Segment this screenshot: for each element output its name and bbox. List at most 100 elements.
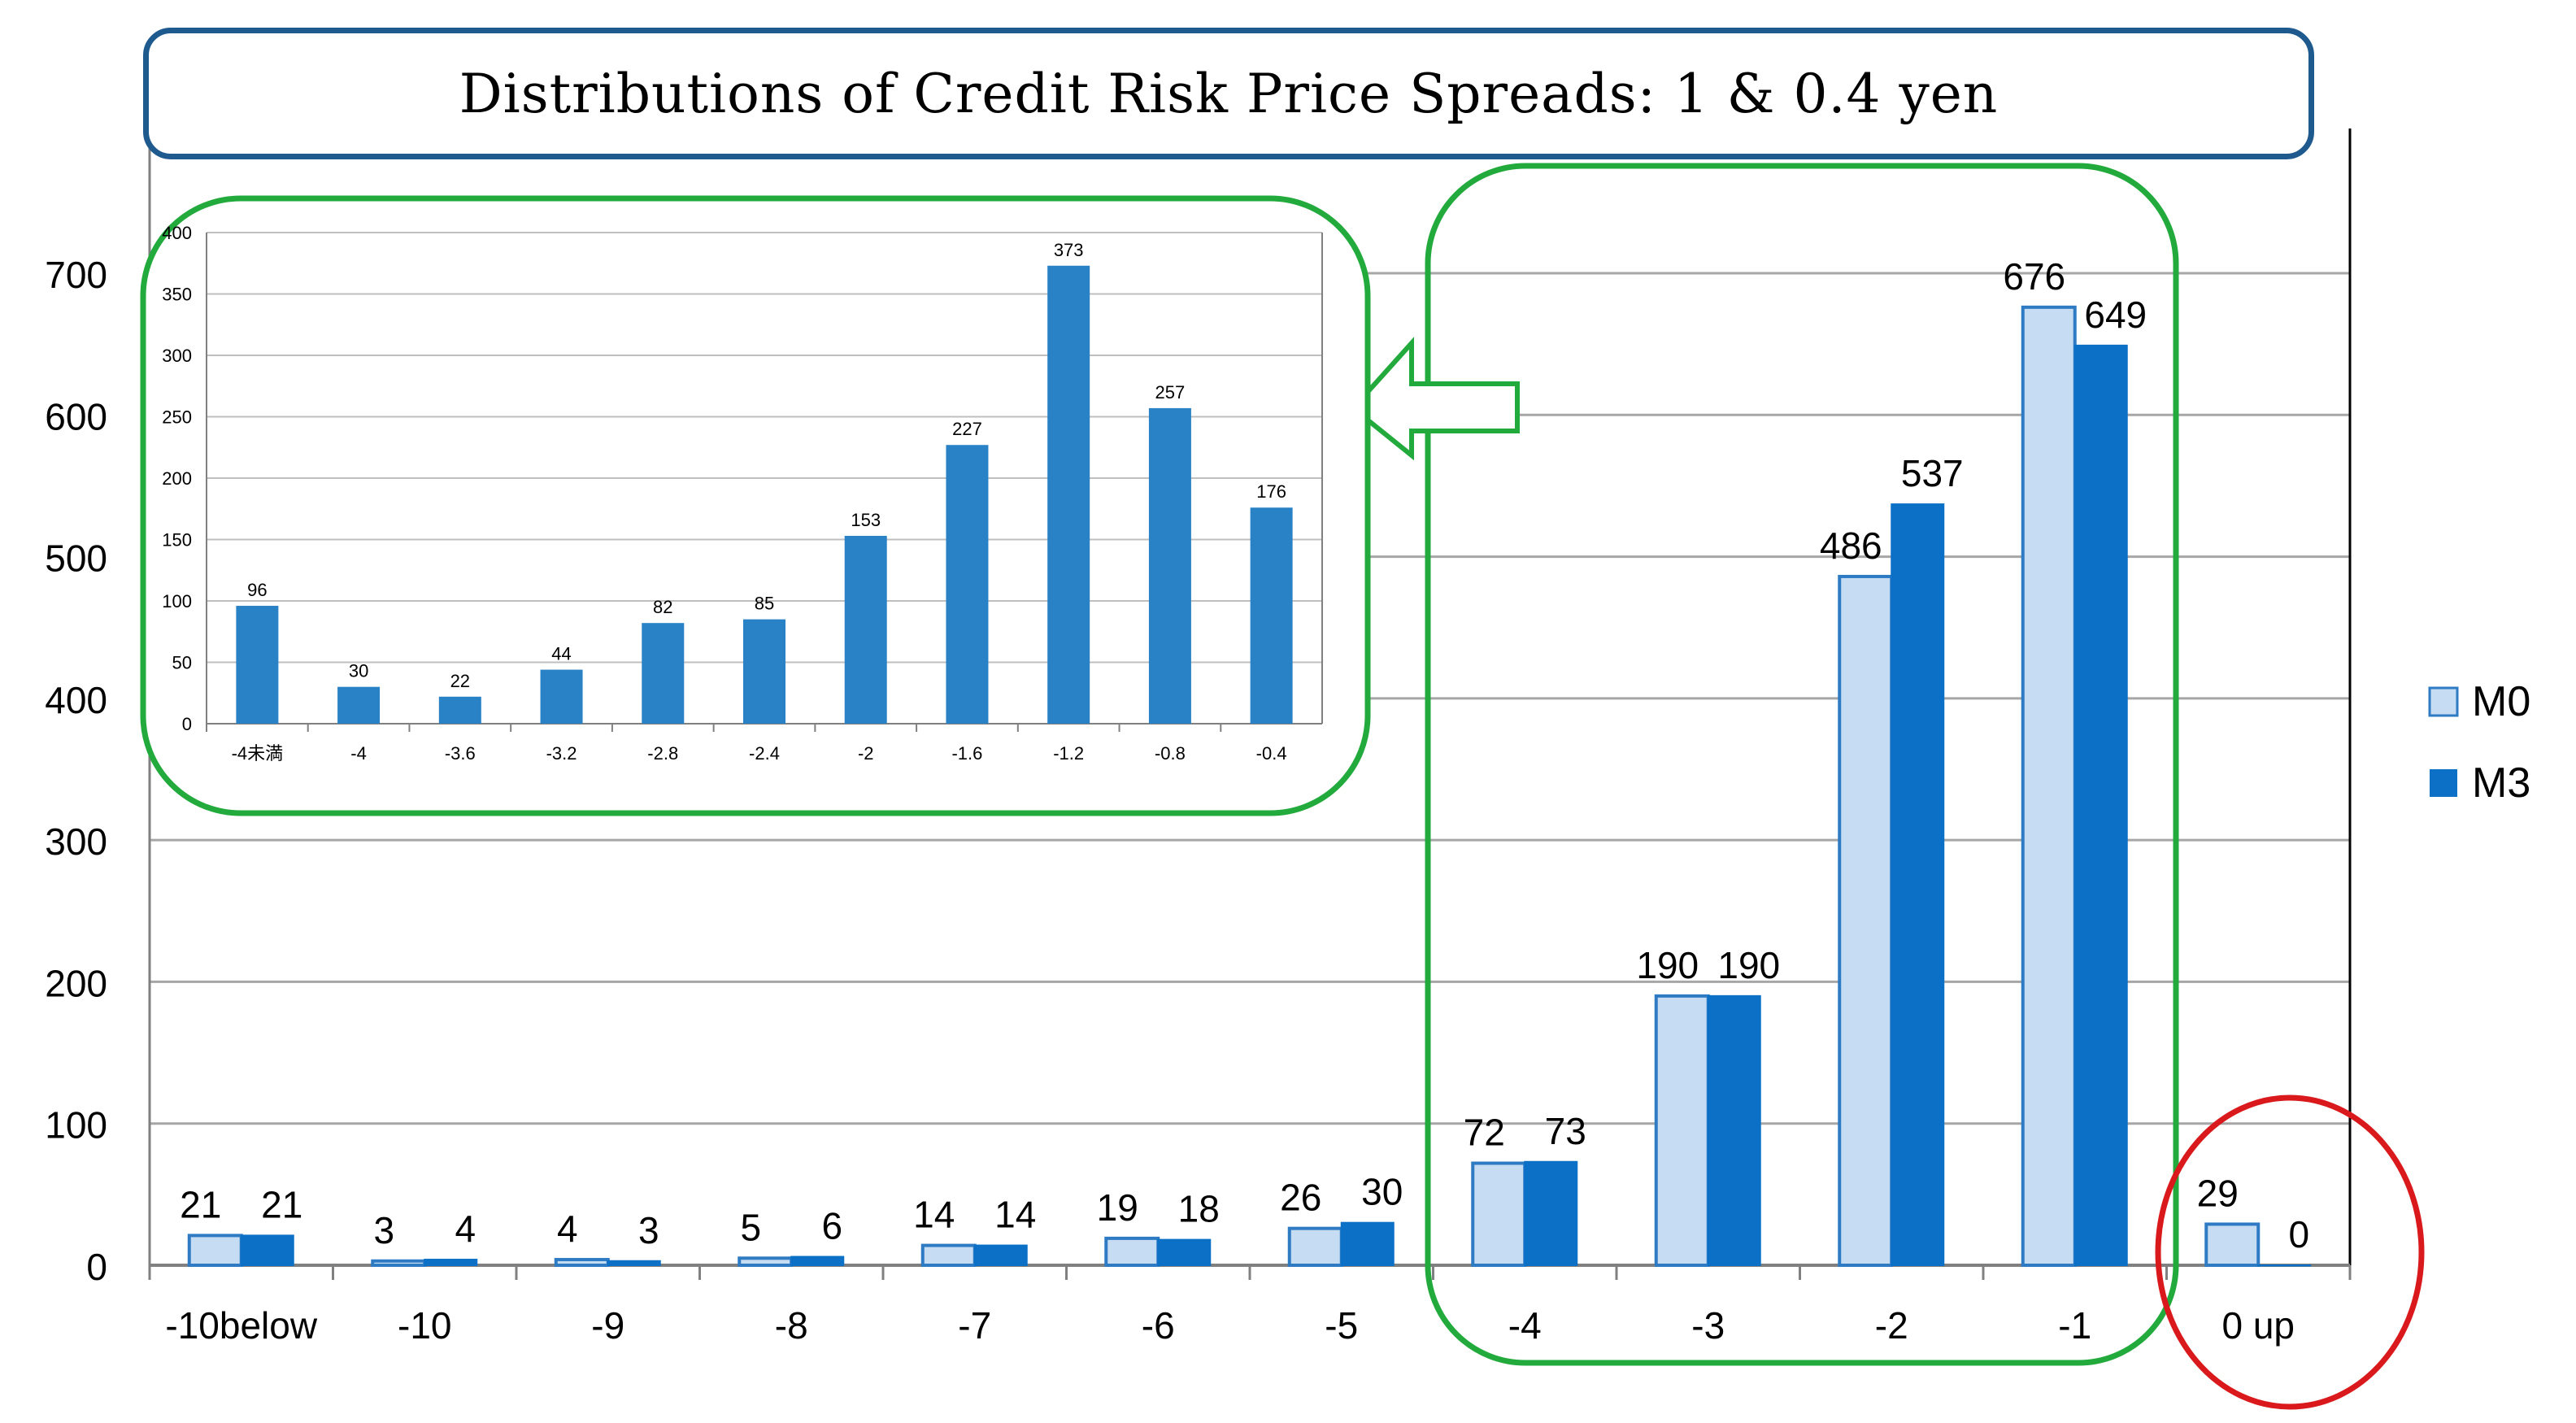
bar-m3 [1157,1238,1212,1266]
inset-x-tick-label: -1.6 [951,743,982,764]
data-label-m0: 29 [2197,1172,2239,1214]
bar-m0 [187,1234,243,1268]
data-label-m0: 19 [1097,1186,1138,1229]
bar-m0 [1287,1226,1343,1267]
inset-bar [946,445,989,724]
legend-swatch-m3 [2430,769,2457,797]
inset-x-tick-label: -1.2 [1053,743,1084,764]
bar-m0 [2204,1222,2261,1268]
y-tick-label: 400 [45,679,107,721]
inset-y-tick-label: 250 [162,407,192,428]
inset-y-tick-label: 50 [172,653,192,673]
data-label-m0: 676 [2003,255,2065,298]
bar-m0 [371,1259,427,1268]
inset-x-tick-label: -2 [858,743,874,764]
data-label-m3: 18 [1178,1188,1220,1230]
bar-m3 [1891,503,1945,1266]
y-tick-label: 300 [45,820,107,863]
bar-m3 [790,1255,845,1266]
inset-bar [1148,407,1191,724]
data-label-m3: 73 [1545,1110,1586,1152]
inset-bar [236,606,279,724]
inset-bar [1047,265,1090,724]
inset-x-tick-label: -4 [350,743,367,764]
data-label-m0: 190 [1636,944,1699,986]
x-tick-label: -7 [958,1304,991,1347]
green-arrow [1349,337,1520,461]
inset-bar [438,696,481,724]
x-tick-label: -10 [398,1304,451,1347]
bar-m0 [1654,994,1710,1268]
legend-label-m3: M3 [2472,759,2530,807]
green-highlight-box [1425,163,2179,1366]
inset-data-label: 44 [551,644,571,664]
bar-m3 [424,1259,478,1266]
inset-bar [844,535,887,724]
data-label-m0: 72 [1464,1112,1505,1154]
data-label-m3: 14 [994,1194,1036,1236]
data-label-m0: 486 [1820,524,1882,567]
red-highlight-circle [2155,1094,2425,1410]
bar-m3 [607,1260,661,1267]
bar-m0 [2021,305,2077,1267]
y-tick-label: 600 [45,395,107,437]
data-label-m3: 3 [638,1209,659,1251]
inset-data-label: 153 [851,510,881,530]
x-tick-label: -8 [775,1304,808,1347]
data-label-m0: 3 [373,1209,394,1251]
x-tick-label: -9 [591,1304,624,1347]
inset-y-tick-label: 300 [162,346,192,366]
title-box: Distributions of Credit Risk Price Sprea… [143,28,2314,159]
data-label-m0: 14 [913,1194,955,1236]
data-label-m3: 4 [455,1208,476,1250]
inset-bar [337,686,381,724]
x-tick-label: -6 [1142,1304,1175,1347]
inset-bar [642,623,685,724]
data-label-m3: 649 [2084,294,2147,336]
inset-bar [743,619,785,724]
x-tick-label: -3 [1691,1304,1725,1347]
inset-bar [1250,507,1293,724]
inset-y-tick-label: 100 [162,591,192,611]
x-tick-label: -4 [1508,1304,1542,1347]
data-label-m3: 0 [2288,1213,2309,1255]
y-tick-label: 200 [45,962,107,1004]
bar-m0 [554,1258,610,1267]
bar-m0 [1104,1236,1160,1268]
inset-data-label: 373 [1054,240,1084,260]
y-tick-label: 0 [86,1246,107,1288]
legend-label-m0: M0 [2472,678,2530,725]
data-label-m0: 5 [740,1206,761,1248]
data-label-m0: 21 [180,1183,221,1225]
y-tick-label: 700 [45,254,107,296]
inset-x-tick-label: -4未満 [232,743,284,764]
x-tick-label: -2 [1875,1304,1908,1347]
inset-data-label: 176 [1256,481,1286,502]
inset-y-tick-label: 200 [162,468,192,489]
inset-x-tick-label: -3.2 [546,743,577,764]
bar-m0 [738,1256,794,1268]
inset-data-label: 30 [349,661,368,681]
inset-bar [540,669,583,724]
y-tick-label: 100 [45,1104,107,1147]
inset-x-tick-label: -0.8 [1155,743,1186,764]
data-label-m3: 30 [1361,1171,1403,1213]
inset-data-label: 82 [653,597,672,617]
bar-m0 [920,1243,977,1267]
inset-y-tick-label: 400 [162,223,192,243]
bar-m3 [1340,1221,1395,1266]
x-tick-label: -10below [165,1304,317,1347]
data-label-m0: 26 [1280,1177,1321,1219]
inset-y-tick-label: 0 [182,714,192,734]
inset-x-tick-label: -2.4 [749,743,780,764]
inset-data-label: 96 [247,580,267,600]
legend-swatch-m0 [2428,686,2459,717]
y-tick-label: 500 [45,537,107,580]
inset-x-tick-label: -0.4 [1256,743,1287,764]
inset-y-tick-label: 150 [162,530,192,550]
bar-m3 [973,1244,1028,1266]
inset-data-label: 227 [952,419,982,439]
inset-data-label: 22 [450,671,470,691]
